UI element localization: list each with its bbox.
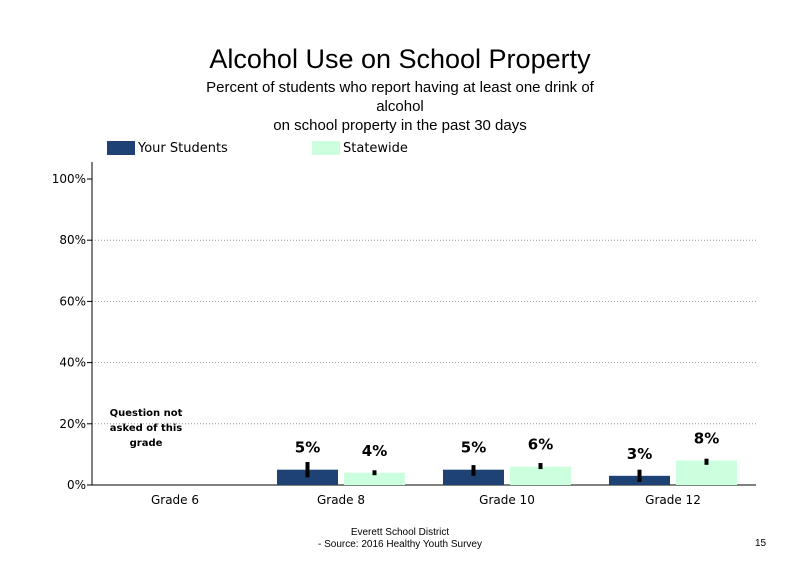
chart-title: Alcohol Use on School Property (209, 44, 591, 74)
subtitle-line-3: on school property in the past 30 days (273, 117, 527, 134)
y-tick-label: 80% (59, 233, 86, 247)
data-label: 3% (627, 445, 652, 463)
legend-statewide: Statewide (312, 140, 408, 156)
legend-swatch-statewide (312, 141, 340, 155)
legend-your-students: Your Students (107, 140, 228, 156)
x-tick-label: Grade 8 (317, 493, 365, 507)
x-tick-label: Grade 12 (645, 493, 701, 507)
data-label: 4% (362, 442, 387, 460)
x-tick-label: Grade 10 (479, 493, 535, 507)
data-label: 6% (528, 436, 553, 454)
legend-label-statewide: Statewide (343, 140, 408, 156)
subtitle-line-1: Percent of students who report having at… (206, 79, 594, 96)
data-label: 8% (694, 430, 719, 448)
y-tick-label: 60% (59, 294, 86, 308)
footer: Everett School District - Source: 2016 H… (270, 527, 530, 551)
bar (510, 466, 571, 485)
footer-district: Everett School District (350, 527, 450, 538)
data-label: 5% (461, 439, 486, 457)
grade-6-note: Question not asked of this grade (109, 408, 183, 449)
y-tick-label: 100% (52, 172, 86, 186)
chart-subtitle: Percent of students who report having at… (150, 78, 650, 135)
y-tick-label: 0% (67, 478, 86, 492)
x-tick-label: Grade 6 (151, 493, 199, 507)
y-tick-label: 40% (59, 356, 86, 370)
page-number: 15 (755, 538, 767, 549)
legend-label-your-students: Your Students (138, 140, 228, 156)
bar (443, 469, 504, 485)
footer-source: - Source: 2016 Healthy Youth Survey (318, 539, 482, 550)
bar (344, 472, 405, 485)
y-tick-label: 20% (59, 417, 86, 431)
subtitle-line-2: alcohol (376, 98, 424, 115)
legend-swatch-your-students (107, 141, 135, 155)
data-label: 5% (295, 439, 320, 457)
